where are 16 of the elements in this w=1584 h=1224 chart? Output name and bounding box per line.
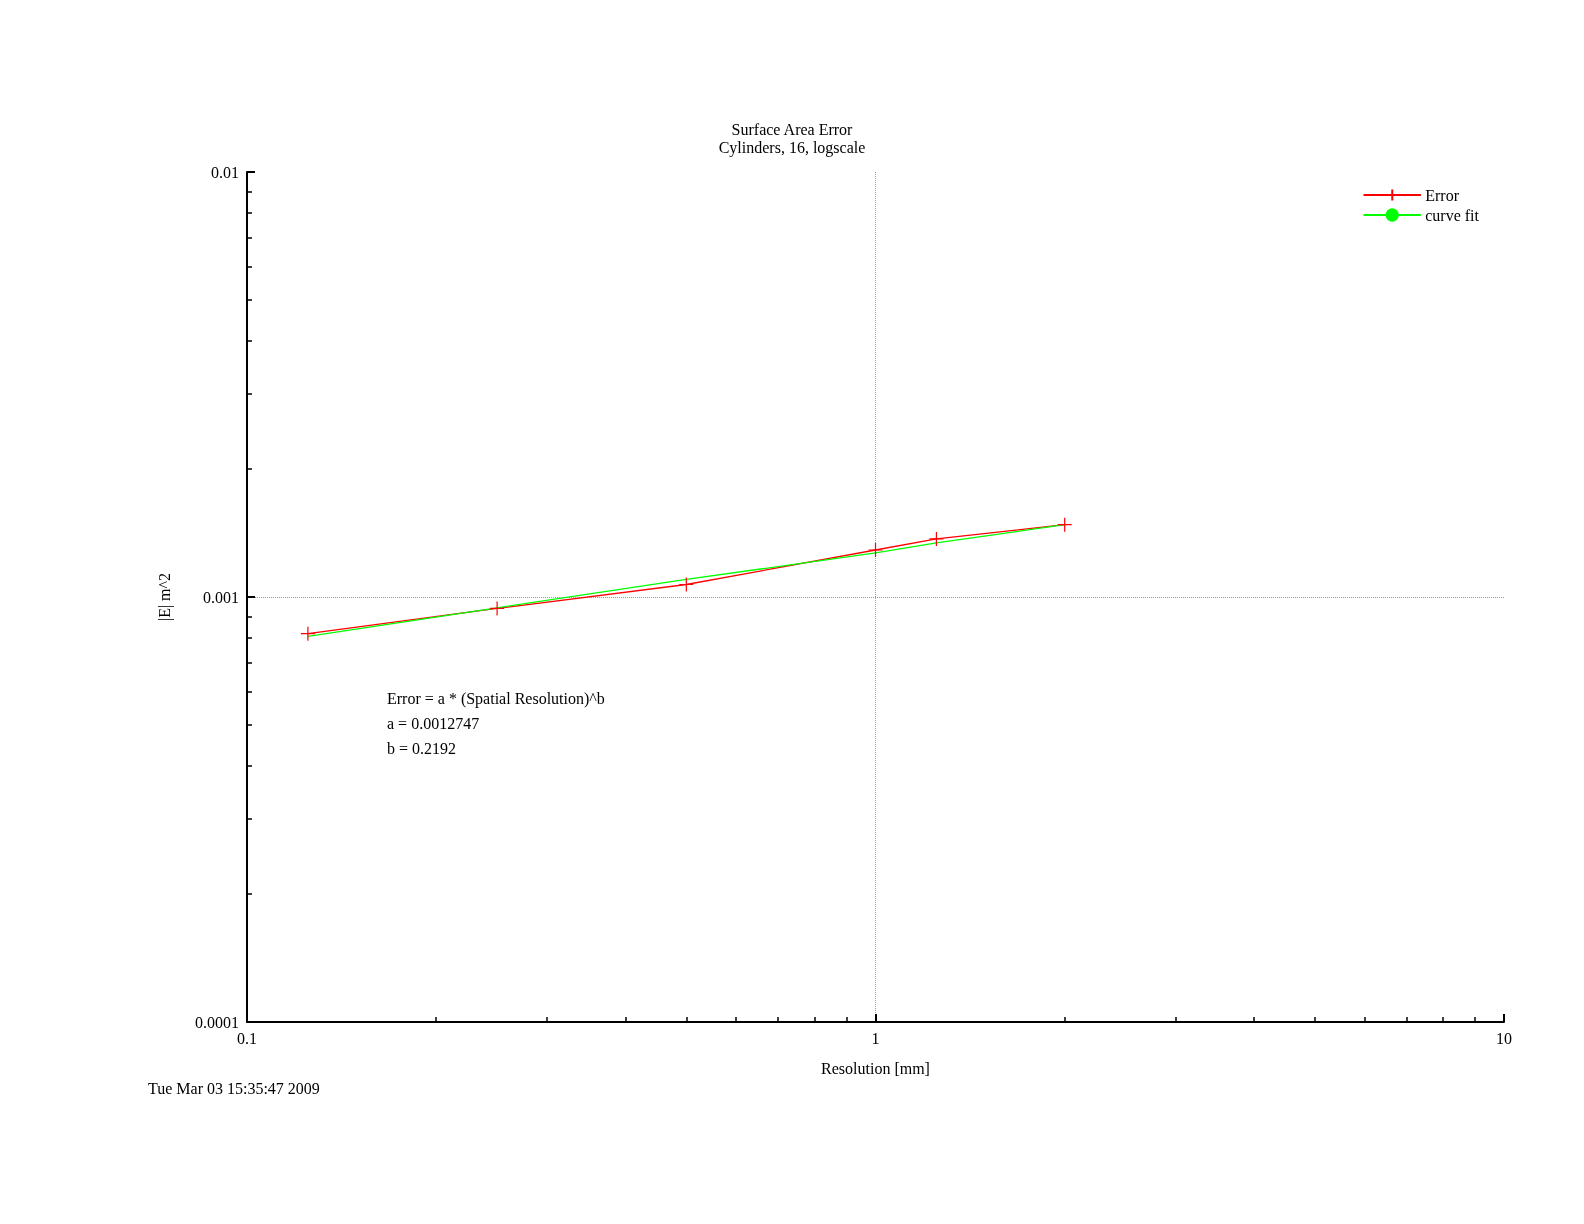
chart-title: Surface Area Error [731, 120, 854, 138]
x-axis-title: Resolution [mm] [821, 1059, 930, 1077]
annotation: b = 0.2192 [387, 739, 457, 757]
legend-label: curve fit [1425, 206, 1480, 224]
x-tick-label: 0.1 [237, 1029, 257, 1047]
x-tick-label: 1 [871, 1029, 880, 1047]
annotation: a = 0.0012747 [387, 714, 480, 732]
chart-subtitle: Cylinders, 16, logscale [718, 138, 866, 157]
y-tick-label: 0.01 [211, 163, 239, 181]
y-tick-label: 0.0001 [195, 1013, 239, 1031]
text: Tue Mar 03 15:35:47 2009 [148, 1079, 320, 1097]
x-tick-label: 10 [1496, 1029, 1512, 1047]
annotation: Error = a * (Spatial Resolution)^b [387, 689, 605, 708]
legend-label: Error [1425, 186, 1460, 204]
y-tick-label: 0.001 [203, 588, 239, 606]
y-axis-title: |E| m^2 [155, 572, 174, 622]
